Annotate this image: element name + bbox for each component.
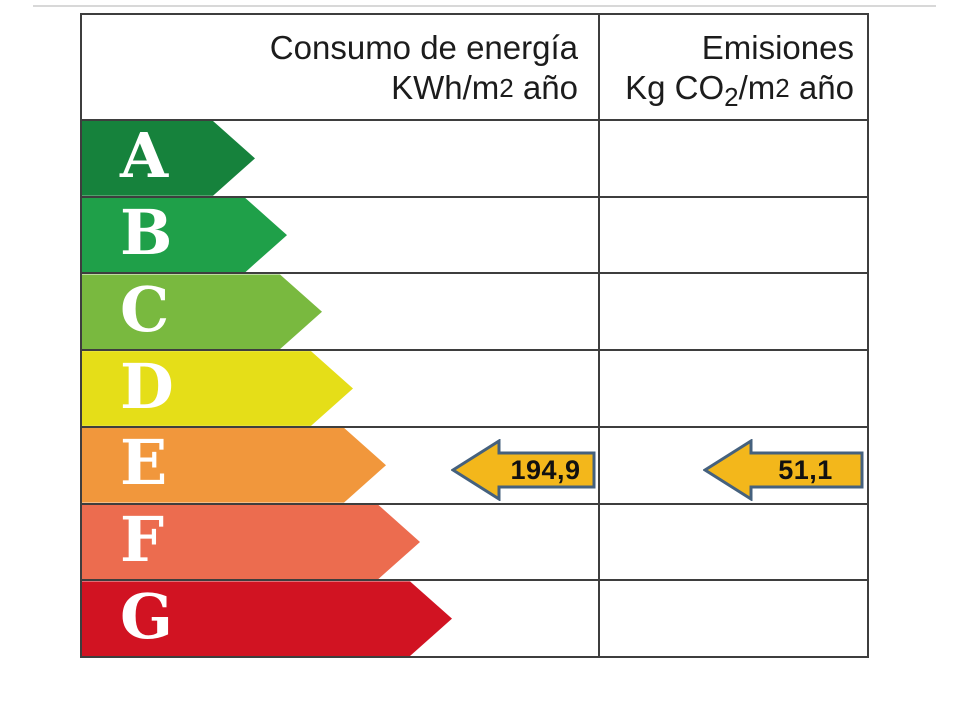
left-arrow-icon <box>702 438 864 502</box>
energy-unit-suffix: año <box>513 69 578 106</box>
rating-bar-e: E <box>82 428 386 503</box>
energy-rating-table: Consumo de energía KWh/m2 año Emisiones … <box>80 13 869 658</box>
left-arrow-icon <box>450 438 596 502</box>
emissions-unit-sup: 2 <box>775 73 790 103</box>
rating-row-a: A <box>82 121 867 198</box>
rating-letter: A <box>120 119 169 193</box>
rating-letter: D <box>120 349 174 423</box>
consumption-value: 194,9 <box>510 454 581 485</box>
emissions-unit-prefix: Kg CO <box>625 69 725 106</box>
header-emissions-title: Emisiones <box>701 29 854 66</box>
rating-letter: C <box>120 272 170 346</box>
rating-letter: E <box>120 426 168 500</box>
rating-row-c: C <box>82 274 867 352</box>
rating-bar-f: F <box>82 505 420 580</box>
rating-row-d: D <box>82 351 867 428</box>
rating-bar-c: C <box>82 274 322 349</box>
header-energy-title: Consumo de energía <box>269 29 578 66</box>
rating-bar-a: A <box>82 121 255 196</box>
emissions-unit-mid: /m <box>738 69 776 106</box>
header-emissions-unit: Kg CO2/m2 año <box>598 68 854 110</box>
page-edge-line <box>33 5 936 7</box>
emissions-unit-suffix: año <box>789 69 854 106</box>
rating-bar-g: G <box>82 581 452 656</box>
header-emissions-column: Emisiones Kg CO2/m2 año <box>598 15 867 119</box>
column-divider <box>598 15 600 656</box>
rating-bar-d: D <box>82 351 353 426</box>
table-header: Consumo de energía KWh/m2 año Emisiones … <box>82 15 867 121</box>
rating-letter: G <box>120 579 173 653</box>
rating-row-g: G <box>82 581 867 656</box>
rating-bar-b: B <box>82 198 287 273</box>
energy-unit-sup: 2 <box>499 73 514 103</box>
emissions-value: 51,1 <box>778 454 833 485</box>
rating-row-b: B <box>82 198 867 275</box>
rating-row-e: E <box>82 428 867 505</box>
header-energy-unit: KWh/m2 año <box>82 68 578 108</box>
energy-unit-prefix: KWh/m <box>391 69 500 106</box>
rating-letter: F <box>120 502 165 576</box>
emissions-unit-sub: 2 <box>724 82 739 112</box>
header-energy-column: Consumo de energía KWh/m2 año <box>82 15 598 119</box>
emissions-indicator-arrow: 51,1 <box>702 438 864 502</box>
rating-row-f: F <box>82 505 867 582</box>
rating-letter: B <box>120 196 173 270</box>
consumption-indicator-arrow: 194,9 <box>450 438 596 502</box>
